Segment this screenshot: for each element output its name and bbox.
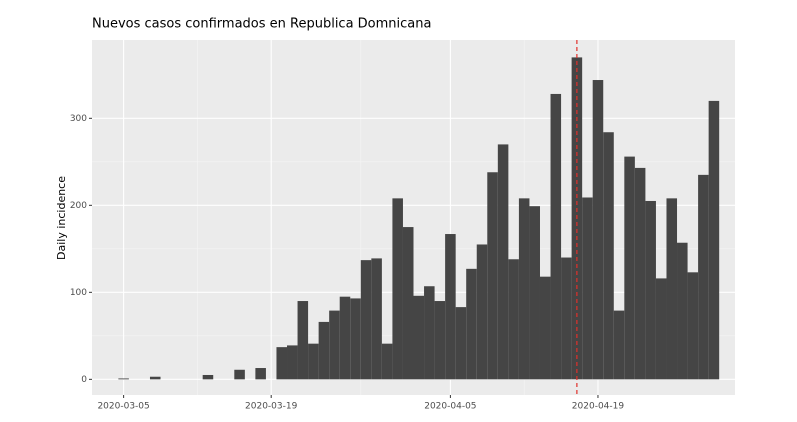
bar: [445, 234, 456, 380]
bar: [402, 227, 414, 380]
bar: [434, 301, 446, 380]
bar: [518, 198, 530, 380]
bar: [561, 257, 572, 380]
bar: [497, 144, 509, 380]
x-tick-label: 2020-03-19: [245, 402, 298, 412]
bar: [234, 369, 245, 380]
bar: [645, 200, 656, 380]
bar: [624, 156, 635, 380]
bar: [118, 378, 129, 380]
y-tick-label: 300: [70, 114, 87, 124]
bar: [508, 259, 519, 380]
bar: [539, 276, 551, 380]
x-tick-label: 2020-04-05: [424, 402, 476, 412]
bar: [149, 376, 161, 380]
bar: [634, 167, 646, 380]
bar: [350, 298, 361, 380]
chart-title: Nuevos casos confirmados en Republica Do…: [92, 17, 431, 32]
x-tick-label: 2020-03-05: [97, 402, 149, 412]
bar: [582, 197, 593, 380]
bar: [466, 268, 477, 380]
bar: [666, 198, 678, 380]
bar: [708, 100, 720, 380]
bar: [603, 132, 614, 380]
bar: [276, 347, 288, 380]
bar: [297, 301, 309, 380]
bar: [202, 374, 214, 380]
bar: [698, 174, 709, 380]
bar: [613, 310, 625, 380]
bar: [677, 242, 688, 380]
bar: [381, 343, 393, 380]
bar: [487, 172, 498, 380]
bar: [424, 286, 435, 380]
bar: [255, 368, 266, 380]
bar: [329, 310, 340, 380]
bar: [287, 345, 298, 380]
bar: [392, 198, 403, 380]
bar: [308, 343, 319, 380]
y-tick-label: 200: [70, 201, 87, 211]
y-axis-label: Daily incidence: [55, 176, 68, 260]
y-tick-label: 0: [81, 375, 87, 385]
y-tick-label: 100: [70, 288, 87, 298]
bar: [592, 80, 604, 380]
bar: [687, 272, 699, 380]
x-tick-label: 2020-04-19: [572, 402, 625, 412]
bar: [318, 321, 330, 380]
bar: [655, 278, 667, 380]
bar: [550, 93, 562, 380]
bar: [339, 296, 351, 380]
bar: [371, 258, 382, 380]
bar: [476, 244, 488, 380]
bar: [413, 295, 425, 380]
bar: [360, 260, 372, 380]
bar: [529, 206, 540, 380]
bar: [455, 307, 467, 380]
